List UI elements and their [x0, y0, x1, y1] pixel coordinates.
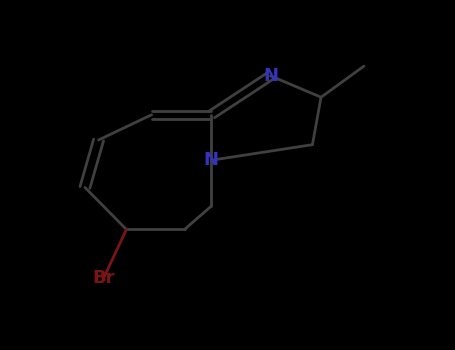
Text: N: N [263, 67, 278, 85]
Text: Br: Br [92, 269, 115, 287]
Text: N: N [204, 151, 219, 169]
